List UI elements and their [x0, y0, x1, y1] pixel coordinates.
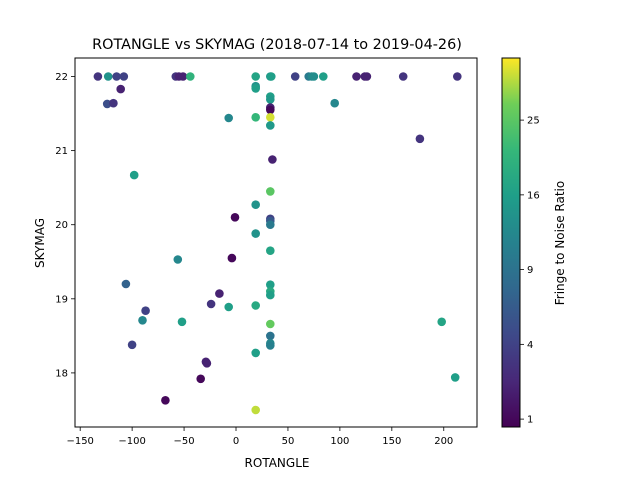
data-point-63	[266, 341, 275, 350]
data-point-22	[251, 84, 260, 93]
data-point-56	[141, 306, 150, 316]
data-point-48	[266, 280, 275, 290]
y-tick-label: 20	[55, 220, 68, 231]
data-point-33	[266, 113, 275, 122]
data-point-1	[103, 72, 113, 81]
data-point-37	[129, 170, 139, 180]
data-point-65	[251, 348, 260, 358]
data-point-57	[138, 316, 147, 325]
data-point-61	[266, 331, 275, 341]
y-axis-ticks: 18 19 20 21 22	[55, 72, 75, 379]
colorbar-ticks: 1 4 9 16 25	[520, 116, 540, 426]
data-point-46	[227, 253, 237, 263]
data-point-59	[437, 317, 447, 327]
y-axis-label: SKYMAG	[33, 218, 47, 268]
data-point-58	[177, 317, 187, 327]
colorbar-tick-label: 9	[527, 265, 533, 276]
data-point-45	[266, 246, 275, 255]
y-tick-label: 21	[55, 146, 68, 157]
data-point-8	[251, 72, 260, 81]
data-point-14	[309, 72, 319, 81]
data-point-49	[121, 279, 131, 289]
colorbar-tick-label: 1	[527, 415, 533, 426]
data-point-53	[206, 299, 216, 309]
data-point-69	[196, 374, 205, 384]
x-tick-label: 200	[434, 436, 453, 447]
x-axis-label: ROTANGLE	[245, 456, 310, 470]
data-point-0	[93, 72, 103, 81]
data-point-31	[224, 113, 233, 123]
data-point-40	[230, 213, 240, 222]
colorbar-label: Fringe to Noise Ratio	[553, 181, 567, 306]
x-tick-label: −150	[66, 436, 93, 447]
data-point-6	[178, 72, 188, 81]
data-point-43	[266, 220, 275, 229]
data-point-44	[251, 229, 260, 238]
y-tick-label: 18	[55, 368, 68, 379]
data-point-11	[290, 72, 300, 81]
points-layer	[93, 72, 462, 415]
data-point-34	[266, 121, 275, 130]
data-point-35	[415, 134, 425, 144]
data-point-68	[450, 373, 460, 382]
data-point-16	[352, 72, 361, 81]
data-point-70	[161, 396, 170, 405]
data-point-36	[268, 155, 277, 164]
data-point-20	[453, 72, 462, 81]
data-point-3	[119, 72, 129, 81]
data-point-10	[267, 72, 276, 81]
colorbar	[501, 57, 521, 428]
data-point-7	[186, 72, 195, 81]
x-tick-label: 150	[382, 436, 401, 447]
x-tick-label: 100	[330, 436, 349, 447]
data-point-27	[109, 98, 118, 108]
data-point-38	[266, 187, 275, 196]
data-point-39	[251, 200, 260, 209]
data-point-15	[319, 72, 328, 81]
data-point-28	[330, 98, 340, 108]
plot-frame	[74, 57, 478, 428]
data-point-71	[251, 405, 260, 415]
data-point-18	[362, 72, 372, 81]
data-point-30	[266, 105, 275, 115]
colorbar-tick-label: 4	[527, 340, 533, 351]
colorbar-tick-label: 16	[527, 190, 540, 201]
data-point-64	[127, 340, 137, 350]
data-point-67	[202, 359, 212, 368]
data-point-2	[112, 72, 121, 81]
data-point-32	[251, 113, 260, 122]
chart-title: ROTANGLE vs SKYMAG (2018-07-14 to 2019-0…	[92, 37, 462, 53]
y-tick-label: 22	[55, 72, 68, 83]
data-point-26	[102, 99, 112, 109]
data-point-55	[224, 302, 233, 312]
data-point-51	[266, 290, 275, 300]
x-tick-label: 50	[282, 436, 295, 447]
data-point-47	[173, 255, 183, 264]
y-tick-label: 19	[55, 294, 68, 305]
x-tick-label: −50	[174, 436, 195, 447]
x-axis-ticks: −150 −100 −50 0 50 100 150 200	[66, 427, 453, 447]
data-point-25	[266, 95, 275, 104]
x-tick-label: 0	[233, 436, 239, 447]
data-point-19	[398, 72, 408, 81]
data-point-23	[116, 84, 125, 94]
x-tick-label: −100	[118, 436, 145, 447]
data-point-52	[215, 289, 224, 298]
data-point-54	[251, 301, 260, 310]
colorbar-tick-label: 25	[527, 116, 540, 127]
data-point-60	[266, 319, 275, 329]
